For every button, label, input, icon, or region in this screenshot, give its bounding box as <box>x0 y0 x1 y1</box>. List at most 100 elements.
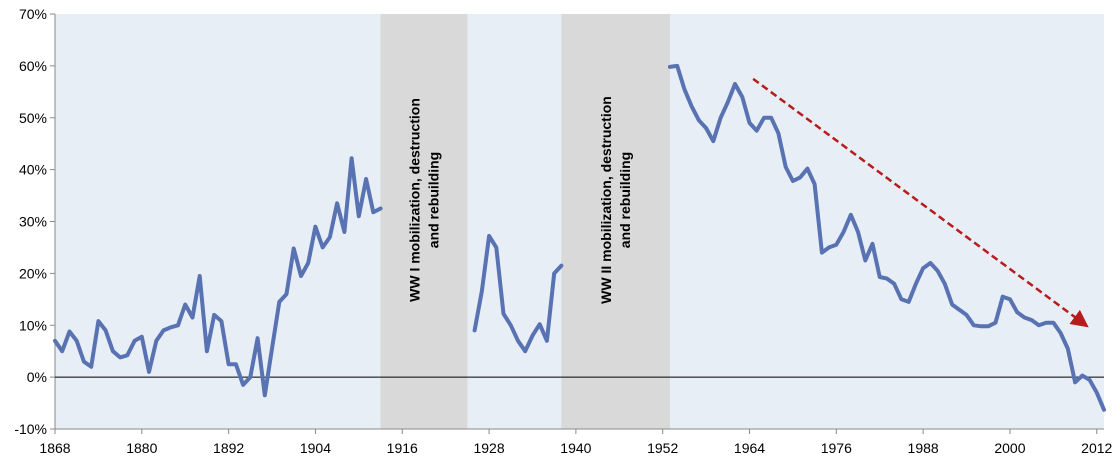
data-point <box>1001 295 1004 298</box>
data-point <box>1088 378 1091 381</box>
data-point <box>1045 321 1047 324</box>
data-point <box>835 244 838 246</box>
data-point <box>242 384 244 386</box>
x-tick-label: 1976 <box>821 440 852 456</box>
data-point <box>481 290 483 293</box>
data-point <box>1095 391 1098 394</box>
data-point <box>488 235 490 237</box>
x-tick-label: 1940 <box>560 440 591 456</box>
data-point <box>1081 374 1084 377</box>
y-tick-label: 20% <box>19 265 47 281</box>
data-point <box>676 65 678 67</box>
data-point <box>755 129 758 132</box>
data-point <box>727 101 729 103</box>
data-point <box>1103 409 1105 411</box>
data-point <box>264 394 266 397</box>
y-tick-label: 0% <box>27 369 47 385</box>
data-point <box>379 207 382 210</box>
data-point <box>813 183 816 185</box>
data-point <box>271 347 273 350</box>
data-point <box>213 314 215 316</box>
data-point <box>763 116 765 119</box>
data-point <box>712 140 715 142</box>
data-point <box>97 320 100 322</box>
data-point <box>162 329 165 332</box>
y-tick-label: 50% <box>19 110 47 126</box>
data-point <box>126 354 129 357</box>
data-point <box>560 264 563 267</box>
data-point <box>198 275 201 277</box>
data-point <box>227 363 230 365</box>
shaded-period-label-line: WW II mobilization, destruction <box>598 96 614 304</box>
data-point <box>256 337 259 340</box>
data-point <box>350 157 353 160</box>
data-point <box>719 116 722 119</box>
data-point <box>54 340 56 342</box>
data-point <box>148 371 150 373</box>
data-point <box>517 340 519 342</box>
x-tick-label: 2012 <box>1081 440 1112 456</box>
data-point <box>972 324 975 327</box>
data-point <box>372 211 375 213</box>
data-point <box>278 301 281 303</box>
data-point <box>473 329 476 332</box>
shaded-period-label-1: WW I mobilization, destruction and rebuil… <box>406 98 441 302</box>
data-point <box>690 105 693 108</box>
data-point <box>987 325 990 328</box>
data-point <box>104 329 107 332</box>
data-point <box>83 360 85 363</box>
data-point <box>358 215 360 218</box>
data-point <box>206 350 208 352</box>
data-point <box>90 365 92 368</box>
y-tick-label: 40% <box>19 162 47 178</box>
data-point <box>235 363 237 365</box>
data-point <box>821 251 823 254</box>
x-tick-label: 1916 <box>387 440 418 456</box>
data-point <box>944 282 946 285</box>
data-point <box>922 267 924 269</box>
x-tick-label: 1988 <box>908 440 939 456</box>
data-point <box>792 180 794 182</box>
data-point <box>336 202 338 205</box>
data-point <box>900 298 903 301</box>
data-point <box>683 88 686 91</box>
y-tick-label: 10% <box>19 317 47 333</box>
shaded-period-2 <box>561 14 670 429</box>
data-point <box>531 334 534 337</box>
data-point <box>365 178 367 180</box>
data-point <box>553 272 555 275</box>
data-point <box>705 127 707 129</box>
data-point <box>68 330 71 333</box>
data-point <box>300 275 302 277</box>
data-point <box>1059 332 1062 334</box>
shaded-period-label-line: WW I mobilization, destruction <box>406 98 422 302</box>
shaded-period-label-line: and rebuilding <box>425 152 441 248</box>
y-tick-label: 30% <box>19 214 47 230</box>
data-point <box>871 243 874 245</box>
data-point <box>1067 347 1069 350</box>
series-line-segment-1 <box>53 156 383 398</box>
x-tick-label: 1880 <box>126 440 157 456</box>
x-tick-label: 1904 <box>300 440 331 456</box>
y-tick-label: 60% <box>19 58 47 74</box>
data-point <box>314 225 317 228</box>
data-point <box>285 293 288 295</box>
data-point <box>1030 319 1033 321</box>
data-point <box>1038 324 1040 327</box>
x-tick-label: 1868 <box>39 440 70 456</box>
data-point <box>502 313 505 315</box>
shaded-period-label-2: WW II mobilization, destruction and rebui… <box>598 96 633 304</box>
y-tick-label: 70% <box>19 6 47 22</box>
data-point <box>698 119 700 122</box>
data-point <box>878 276 881 278</box>
data-point <box>191 316 194 319</box>
data-point <box>806 167 809 170</box>
data-point <box>958 308 961 311</box>
data-point <box>538 323 541 326</box>
data-point <box>864 259 867 262</box>
data-point <box>220 320 223 322</box>
data-point <box>907 301 910 303</box>
data-point <box>249 376 252 378</box>
data-point <box>915 282 917 285</box>
x-tick-label: 1928 <box>473 440 504 456</box>
